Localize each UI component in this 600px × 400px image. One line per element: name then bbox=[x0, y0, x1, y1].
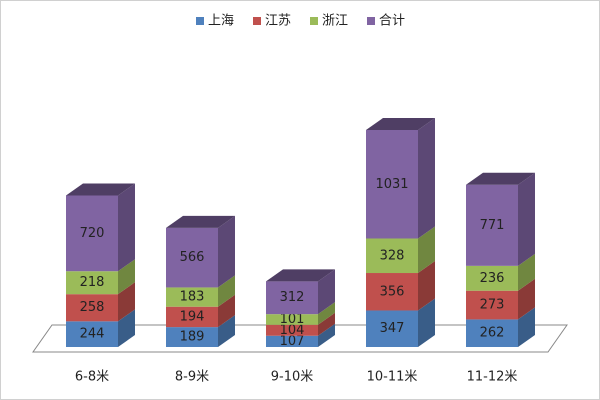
bar bbox=[166, 306, 218, 328]
legend-label: 浙江 bbox=[322, 14, 348, 29]
value-label: 262 bbox=[480, 326, 505, 341]
bar bbox=[366, 130, 418, 239]
x-tick-label: 11-12米 bbox=[467, 370, 518, 385]
legend-label: 合计 bbox=[379, 14, 405, 29]
value-label: 566 bbox=[180, 250, 205, 265]
bar-side bbox=[118, 259, 135, 295]
value-label: 107 bbox=[280, 334, 305, 349]
x-tick-label: 10-11米 bbox=[367, 370, 418, 385]
bar bbox=[66, 195, 118, 272]
bar-top bbox=[366, 118, 435, 130]
bar-side bbox=[518, 278, 535, 320]
value-label: 218 bbox=[80, 275, 105, 290]
bar-side bbox=[218, 294, 235, 328]
bar-side bbox=[418, 226, 435, 274]
bar-side bbox=[218, 275, 235, 307]
bar-side bbox=[418, 261, 435, 311]
bar-side bbox=[418, 118, 435, 239]
bar-side bbox=[118, 309, 135, 347]
value-label: 273 bbox=[480, 298, 505, 313]
bar bbox=[366, 310, 418, 347]
bar-side bbox=[118, 282, 135, 322]
bar bbox=[66, 294, 118, 322]
x-tick-label: 9-10米 bbox=[271, 370, 314, 385]
value-label: 189 bbox=[180, 330, 205, 345]
bar bbox=[266, 324, 318, 336]
value-label: 236 bbox=[480, 271, 505, 286]
bar bbox=[166, 327, 218, 347]
value-label: 356 bbox=[380, 284, 405, 299]
bar bbox=[166, 227, 218, 288]
bar bbox=[266, 335, 318, 347]
bar bbox=[66, 321, 118, 347]
x-tick-label: 6-8米 bbox=[75, 370, 109, 385]
value-label: 244 bbox=[80, 327, 105, 342]
bar-side bbox=[118, 183, 135, 272]
value-label: 1031 bbox=[375, 177, 408, 192]
value-label: 258 bbox=[80, 300, 105, 315]
value-label: 720 bbox=[80, 226, 105, 241]
bar-side bbox=[318, 302, 335, 325]
value-label: 183 bbox=[180, 290, 205, 305]
legend-label: 江苏 bbox=[265, 13, 291, 29]
value-label: 101 bbox=[280, 312, 305, 327]
legend-swatch bbox=[367, 17, 375, 25]
value-label: 312 bbox=[280, 290, 305, 305]
bar-top bbox=[66, 183, 135, 196]
bar bbox=[466, 319, 518, 347]
x-tick-label: 8-9米 bbox=[175, 370, 209, 385]
bar-side bbox=[318, 269, 335, 315]
value-label: 347 bbox=[380, 321, 405, 336]
bar-side bbox=[518, 307, 535, 347]
legend-label: 上海 bbox=[208, 14, 234, 29]
bar-top bbox=[266, 269, 335, 282]
bar-side bbox=[318, 312, 335, 336]
bar-side bbox=[318, 323, 335, 347]
bar-side bbox=[218, 315, 235, 347]
bar-side bbox=[418, 298, 435, 347]
legend-swatch bbox=[253, 17, 261, 25]
bar bbox=[466, 184, 518, 266]
value-label: 194 bbox=[180, 309, 205, 324]
bar bbox=[166, 287, 218, 307]
bar bbox=[366, 273, 418, 311]
value-label: 771 bbox=[480, 218, 505, 233]
bar bbox=[66, 271, 118, 295]
bar-side bbox=[218, 215, 235, 288]
bar bbox=[466, 290, 518, 320]
legend-swatch bbox=[196, 17, 204, 25]
bar-side bbox=[518, 253, 535, 291]
legend-swatch bbox=[310, 17, 318, 25]
bar bbox=[266, 281, 318, 315]
bar bbox=[366, 238, 418, 274]
bar-side bbox=[518, 172, 535, 266]
value-label: 104 bbox=[280, 323, 305, 338]
bar bbox=[466, 265, 518, 291]
bar bbox=[266, 314, 318, 325]
bar-top bbox=[166, 215, 235, 228]
value-label: 328 bbox=[380, 248, 405, 263]
bar-top bbox=[466, 172, 535, 185]
